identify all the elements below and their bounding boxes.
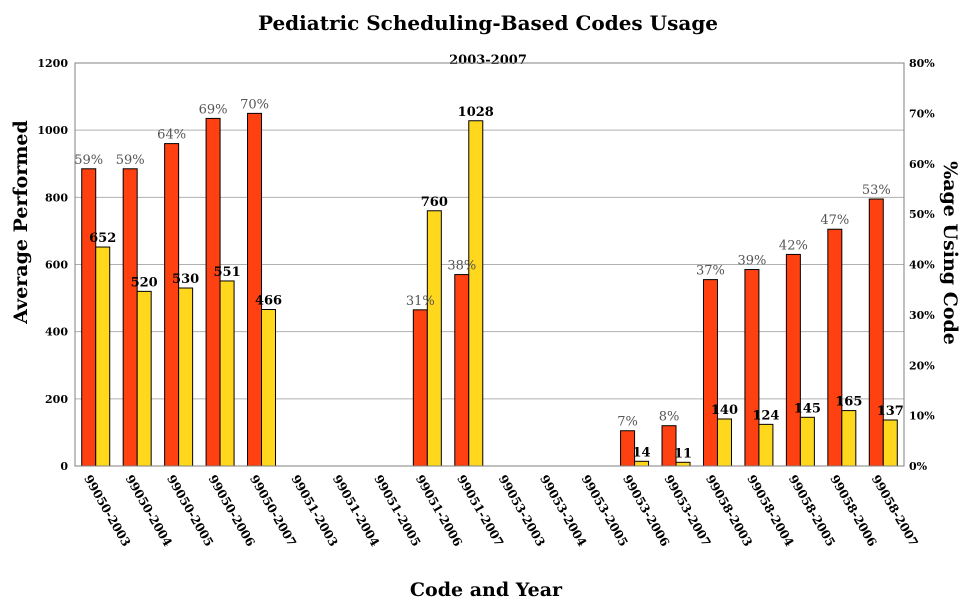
bar-average-performed: [758, 423, 774, 467]
bar-label-percent: 53%: [862, 183, 891, 198]
bar-label-percent: 47%: [820, 213, 849, 228]
y-tick-label: 400: [45, 326, 68, 339]
bar-label-percent: 39%: [737, 254, 766, 269]
bar-average-performed: [136, 290, 152, 467]
bar-percent-using: [122, 168, 138, 467]
y2-tick-label: 40%: [909, 259, 935, 272]
bar-percent-using: [827, 228, 843, 467]
bar-label-value: 124: [752, 408, 779, 423]
y-tick-label: 800: [45, 191, 68, 204]
bar-label-percent: 8%: [659, 410, 680, 425]
bar-percent-using: [744, 269, 760, 467]
data-labels: 59% 59% 64% 69% 70% 31% 38% 7% 8% 37% 39% 42% 47% 53%…: [74, 97, 904, 461]
bar-percent-using: [785, 253, 801, 467]
bar-average-performed: [426, 210, 442, 467]
bar-label-value: 145: [794, 401, 821, 416]
bar-average-performed: [219, 280, 235, 467]
bar-label-value: 652: [89, 231, 116, 246]
chart-title: Pediatric Scheduling-Based Codes Usage: [258, 11, 718, 35]
gridlines: [75, 129, 904, 400]
bar-label-percent: 38%: [447, 259, 476, 274]
y-axis-title: Average Performed: [10, 120, 32, 325]
bar-average-performed: [675, 461, 691, 467]
bar-average-performed: [95, 246, 111, 467]
y-tick-label: 200: [45, 393, 68, 406]
bar-percent-using: [81, 168, 97, 467]
bar-label-value: 14: [633, 445, 651, 460]
bar-label-percent: 59%: [74, 153, 103, 168]
y2-axis-title: %age Using Code: [939, 161, 961, 345]
bar-label-value: 137: [877, 404, 904, 419]
bar-average-performed: [261, 309, 277, 467]
y2-tick-label: 50%: [909, 208, 935, 221]
y2-tick-label: 80%: [909, 57, 935, 70]
bar-label-percent: 59%: [116, 153, 145, 168]
bar-label-value: 466: [255, 294, 282, 309]
bar-percent-using: [702, 279, 718, 467]
y2-tick-label: 10%: [909, 410, 935, 423]
bar-average-performed: [841, 410, 857, 467]
y-tick-label: 1000: [37, 124, 68, 137]
bar-percent-using: [454, 274, 470, 467]
bar-percent-using: [205, 117, 221, 467]
x-axis-title: Code and Year: [410, 579, 563, 600]
bar-label-value: 140: [711, 403, 738, 418]
y-tick-label: 1200: [37, 57, 68, 70]
y2-tick-label: 20%: [909, 359, 935, 372]
bar-average-performed: [716, 418, 732, 467]
bar-label-percent: 64%: [157, 128, 186, 143]
right-axis-ticks: 0% 10% 20% 30% 40% 50% 60% 70% 80%: [909, 57, 935, 473]
category-labels: 99050-200399050-200499050-200599050-2006…: [81, 473, 921, 549]
bar-label-percent: 69%: [199, 102, 228, 117]
y2-tick-label: 70%: [909, 107, 935, 120]
y2-tick-label: 30%: [909, 309, 935, 322]
y2-tick-label: 0%: [909, 460, 928, 473]
y-tick-label: 0: [60, 460, 68, 473]
bar-label-value: 165: [835, 395, 862, 410]
plot-area-frame: [74, 62, 905, 467]
bar-label-value: 11: [674, 446, 692, 461]
bar-label-value: 760: [421, 195, 448, 210]
bar-label-value: 551: [214, 265, 241, 280]
bar-percent-using: [247, 112, 263, 467]
bar-label-value: 530: [172, 272, 199, 287]
bar-label-percent: 31%: [406, 294, 435, 309]
left-axis-ticks: 0 200 400 600 800 1000 1200: [37, 57, 68, 473]
chart-subtitle: 2003-2007: [449, 53, 527, 68]
bar-label-percent: 42%: [779, 238, 808, 253]
bar-average-performed: [178, 287, 194, 467]
bar-percent-using: [164, 143, 180, 467]
bar-label-percent: 70%: [240, 97, 269, 112]
bar-label-percent: 7%: [617, 415, 638, 430]
bar-label-value: 520: [131, 275, 158, 290]
bar-average-performed: [799, 416, 815, 467]
bar-label-value: 1028: [458, 105, 494, 120]
y-tick-label: 600: [45, 259, 68, 272]
bar-percent-using: [868, 198, 884, 467]
bar-average-performed: [634, 460, 650, 467]
y2-tick-label: 60%: [909, 158, 935, 171]
bar-average-performed: [882, 419, 898, 467]
bar-average-performed: [468, 120, 484, 467]
bar-percent-using: [412, 309, 428, 467]
bar-label-percent: 37%: [696, 264, 725, 279]
